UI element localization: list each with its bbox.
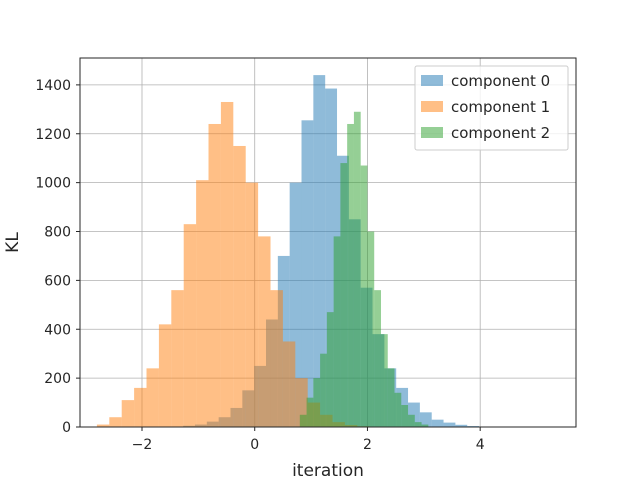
histogram-bar — [353, 111, 361, 427]
histogram-bar — [220, 101, 234, 427]
y-tick-label: 1400 — [35, 78, 71, 94]
histogram-bar — [109, 417, 122, 427]
x-tick-label: −2 — [132, 437, 153, 453]
histogram-bar — [96, 424, 110, 427]
legend-label: component 0 — [451, 72, 550, 90]
y-tick-label: 1200 — [35, 127, 71, 143]
legend-label: component 2 — [451, 124, 550, 142]
histogram-bar — [408, 414, 415, 427]
x-tick-label: 0 — [250, 437, 259, 453]
x-tick-label: 4 — [476, 437, 485, 453]
histogram-bar — [134, 387, 147, 427]
series-2-bars — [299, 111, 429, 427]
legend-swatch — [421, 127, 443, 138]
histogram-bar — [313, 378, 321, 427]
histogram-bar — [158, 324, 172, 427]
histogram-bar — [282, 341, 296, 427]
histogram-bar — [421, 424, 429, 427]
histogram-bar — [394, 392, 402, 427]
histogram-bar — [431, 419, 444, 427]
legend-box — [414, 65, 569, 151]
y-tick-label: 200 — [44, 371, 71, 387]
y-axis-label: KL — [3, 232, 23, 253]
histogram-bar — [340, 163, 348, 427]
legend-swatch — [421, 101, 443, 112]
histogram-bar — [367, 231, 375, 427]
histogram-bar — [121, 400, 135, 427]
histogram-bar — [299, 414, 307, 427]
histogram-bar — [245, 182, 259, 427]
histogram-bar — [326, 312, 334, 427]
histogram-bar — [196, 180, 209, 427]
y-tick-label: 400 — [44, 322, 71, 338]
histogram-bar — [387, 368, 395, 427]
y-tick-label: 0 — [62, 420, 71, 436]
histogram-bar — [333, 236, 341, 427]
legend-swatch — [421, 75, 443, 86]
histogram-bar — [208, 123, 221, 427]
y-tick-label: 800 — [44, 225, 71, 241]
x-axis-label: iteration — [292, 461, 364, 480]
histogram-bar — [419, 412, 432, 427]
legend: component 0 component 1 component 2 — [414, 65, 569, 151]
histogram-bar — [360, 165, 368, 427]
histogram-bar — [233, 145, 246, 427]
histogram-bar — [313, 75, 326, 427]
histogram-bar — [289, 182, 302, 427]
legend-label: component 1 — [451, 98, 550, 116]
histogram-bar — [455, 424, 468, 427]
axis-ticks: −2 0 2 4 0 200 400 600 800 1000 1200 1400 — [35, 78, 484, 453]
histogram-bar — [414, 422, 422, 427]
x-tick-label: 2 — [363, 437, 372, 453]
histogram-bar — [183, 224, 197, 427]
histogram-bar — [325, 88, 338, 427]
histogram-bars — [96, 75, 491, 427]
histogram-bar — [146, 368, 159, 427]
histogram-bar — [380, 334, 388, 427]
histogram-bar — [347, 123, 354, 427]
y-tick-label: 1000 — [35, 176, 71, 192]
plot-frame — [79, 57, 577, 428]
histogram-bar — [306, 397, 314, 427]
series-1-bars — [96, 101, 370, 427]
histogram-bar — [320, 353, 327, 427]
y-tick-label: 600 — [44, 273, 71, 289]
histogram-bar — [374, 290, 381, 427]
histogram-bar — [270, 290, 283, 427]
histogram-bar — [443, 422, 456, 427]
histogram-bar — [171, 290, 184, 427]
histogram-bar — [301, 120, 314, 427]
histogram-bar — [401, 405, 409, 427]
histogram-bar — [258, 236, 271, 427]
